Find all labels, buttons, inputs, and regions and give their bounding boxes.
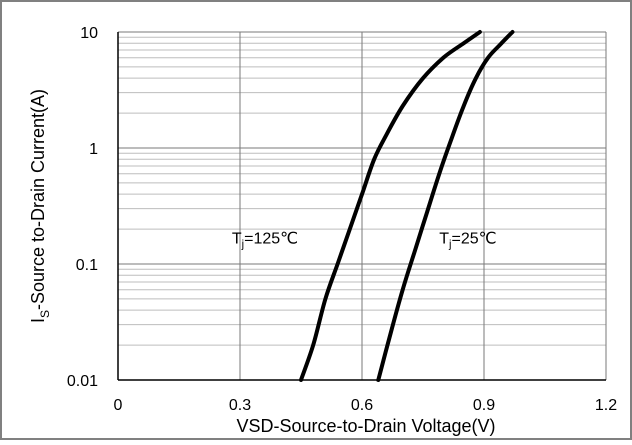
y-axis-label: IS-Source to-Drain Current(A) bbox=[28, 89, 52, 323]
x-tick-label: 0.9 bbox=[473, 397, 495, 414]
tick-labels: 0 0.3 0.6 0.9 1.2 0.01 0.1 1 10 bbox=[67, 25, 617, 414]
series-label-rest: =25℃ bbox=[452, 231, 497, 248]
y-axis-label-sub: S bbox=[38, 310, 52, 318]
y-tick-label: 1 bbox=[89, 141, 98, 158]
x-tick-label: 1.2 bbox=[595, 397, 617, 414]
y-axis-label-rest: -Source to-Drain Current(A) bbox=[28, 89, 48, 310]
x-tick-label: 0.3 bbox=[229, 397, 251, 414]
y-tick-label: 0.01 bbox=[67, 373, 98, 390]
series-label-rest: =125℃ bbox=[244, 231, 298, 248]
series-line bbox=[376, 30, 515, 382]
x-axis-label: VSD-Source-to-Drain Voltage(V) bbox=[236, 416, 495, 436]
y-tick-label: 0.1 bbox=[76, 257, 98, 274]
series-label-main: T bbox=[232, 231, 242, 248]
x-tick-label: 0 bbox=[114, 397, 123, 414]
series-line bbox=[299, 30, 482, 382]
series-curves bbox=[299, 30, 515, 382]
series-label-tj25: Tj=25℃ bbox=[439, 231, 496, 251]
y-tick-label: 10 bbox=[80, 25, 98, 42]
axes bbox=[117, 32, 606, 381]
series-label-sub: j bbox=[448, 239, 451, 251]
series-label-main: T bbox=[439, 231, 449, 248]
x-tick-label: 0.6 bbox=[351, 397, 373, 414]
series-label-sub: j bbox=[241, 239, 244, 251]
y-axis-label-main: I bbox=[28, 318, 48, 323]
series-label-tj125: Tj=125℃ bbox=[232, 231, 298, 251]
